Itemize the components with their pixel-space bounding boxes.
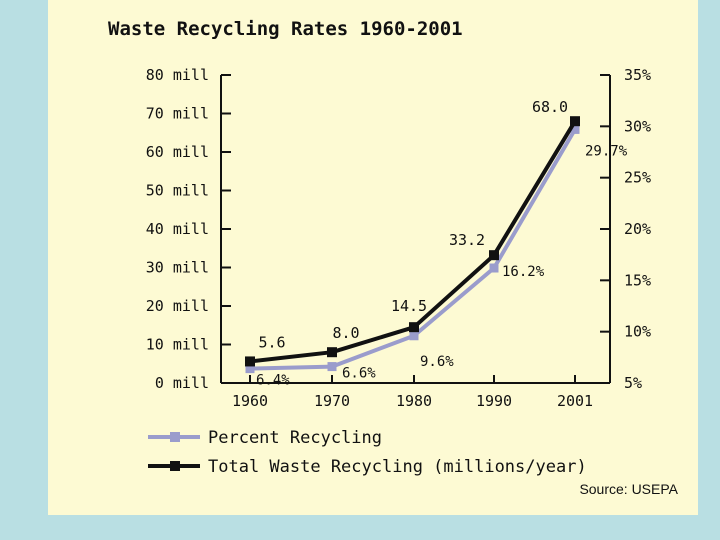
legend-percent-marker xyxy=(170,432,180,442)
percent-data-label: 6.4% xyxy=(256,373,290,389)
right-tick-label: 25% xyxy=(624,169,651,187)
left-tick-label: 60 mill xyxy=(146,143,209,161)
legend-percent-label: Percent Recycling xyxy=(208,428,382,448)
source-note: Source: USEPA xyxy=(579,481,678,497)
total-data-label: 68.0 xyxy=(532,98,568,116)
left-tick-label: 70 mill xyxy=(146,105,209,123)
chart-panel: Waste Recycling Rates 1960-2001 0 mill 10… xyxy=(48,0,698,515)
x-tick-label: 1970 xyxy=(314,392,350,410)
right-tick-label: 15% xyxy=(624,271,651,289)
left-tick-label: 20 mill xyxy=(146,297,209,315)
percent-data-label: 16.2% xyxy=(502,264,545,280)
recycling-chart: Waste Recycling Rates 1960-2001 0 mill 10… xyxy=(108,18,651,477)
right-tick-label: 20% xyxy=(624,220,651,238)
total-data-label: 14.5 xyxy=(391,297,427,315)
percent-data-label: 9.6% xyxy=(420,354,454,370)
total-data-label: 8.0 xyxy=(332,324,359,342)
chart-title: Waste Recycling Rates 1960-2001 xyxy=(108,18,463,40)
percent-recycling-point xyxy=(245,364,255,374)
series-lines xyxy=(245,116,580,374)
left-tick-label: 50 mill xyxy=(146,182,209,200)
left-tick-label: 30 mill xyxy=(146,259,209,277)
percent-recycling-point xyxy=(489,263,499,273)
total-waste-point xyxy=(245,356,255,367)
total-data-label: 5.6 xyxy=(258,333,285,351)
left-tick-label: 40 mill xyxy=(146,220,209,238)
total-waste-point xyxy=(489,250,499,261)
right-tick-label: 35% xyxy=(624,66,651,84)
legend-total-marker xyxy=(170,461,180,471)
left-tick-label: 0 mill xyxy=(155,374,209,392)
chart-legend: Percent Recycling Total Waste Recycling (… xyxy=(148,428,587,477)
axes-group: 0 mill 10 mill 20 mill 30 mill 40 mill 50 mil… xyxy=(146,66,651,410)
percent-data-label: 6.6% xyxy=(342,366,376,382)
left-tick-label: 80 mill xyxy=(146,66,209,84)
legend-total-label: Total Waste Recycling (millions/year) xyxy=(208,457,587,477)
right-tick-label: 5% xyxy=(624,374,642,392)
percent-recycling-point xyxy=(327,362,337,372)
total-waste-point xyxy=(570,116,580,127)
x-tick-label: 1960 xyxy=(232,392,268,410)
percent-data-label: 29.7% xyxy=(585,143,628,159)
x-tick-label: 1980 xyxy=(396,392,432,410)
data-labels: 5.6 8.0 14.5 33.2 68.0 6.4% 6.6% 9.6% 16.2% 29.7% xyxy=(256,98,628,388)
right-tick-label: 10% xyxy=(624,323,651,341)
x-tick-label: 1990 xyxy=(476,392,512,410)
total-data-label: 33.2 xyxy=(449,231,485,249)
total-waste-point xyxy=(327,347,337,358)
percent-recycling-point xyxy=(570,124,580,134)
total-waste-point xyxy=(409,322,419,333)
left-tick-label: 10 mill xyxy=(146,336,209,354)
percent-recycling-point xyxy=(409,331,419,341)
right-tick-label: 30% xyxy=(624,117,651,135)
x-tick-label: 2001 xyxy=(557,392,593,410)
